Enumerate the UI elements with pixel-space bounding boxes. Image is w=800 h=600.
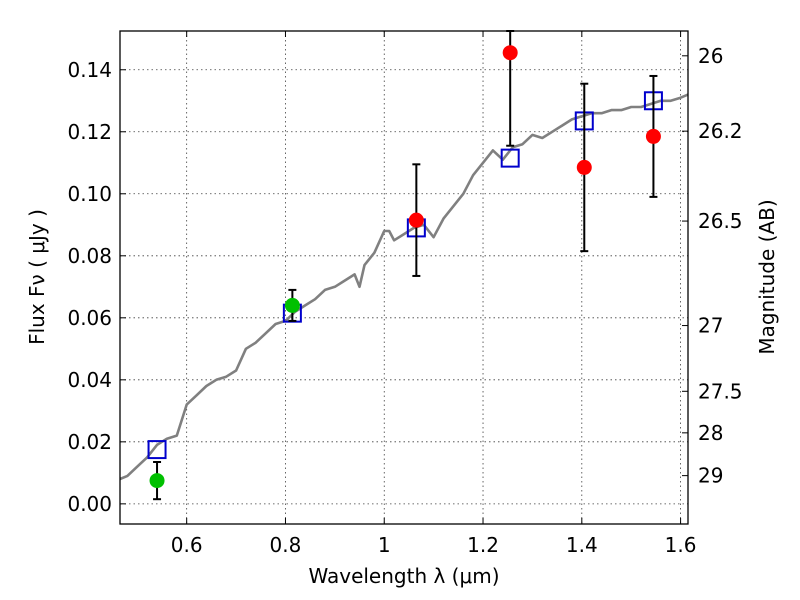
y-axis-label: Flux Fν ( μJy ) bbox=[25, 209, 49, 345]
mag-tick-label: 27.5 bbox=[698, 379, 743, 403]
y-tick-label: 0.02 bbox=[67, 430, 112, 454]
mag-tick-label: 26 bbox=[698, 44, 723, 68]
mag-tick-label: 29 bbox=[698, 464, 723, 488]
y-tick-label: 0.08 bbox=[67, 244, 112, 268]
x-tick-label: 1.2 bbox=[467, 533, 499, 557]
x-tick-label: 0.8 bbox=[270, 533, 302, 557]
observed-infrared-point bbox=[576, 159, 592, 175]
y-tick-label: 0.00 bbox=[67, 492, 112, 516]
grid-layer bbox=[120, 31, 688, 524]
observed-infrared-point bbox=[408, 212, 424, 228]
axis-layer: 0.6 0.8 1 1.2 1.4 1.6 0.00 0.02 0.04 0.06 0.08 0.10… bbox=[67, 31, 743, 557]
y-tick-label: 0.12 bbox=[67, 120, 112, 144]
y-tick-label: 0.10 bbox=[67, 182, 112, 206]
y-tick-label: 0.06 bbox=[67, 306, 112, 330]
y-tick-label: 0.04 bbox=[67, 368, 112, 392]
spectrum-line bbox=[119, 93, 689, 481]
model-square-marker bbox=[500, 148, 520, 168]
y2-axis-label: Magnitude (AB) bbox=[755, 199, 779, 354]
model-square-marker bbox=[147, 440, 167, 460]
marker-layer bbox=[147, 30, 663, 501]
x-tick-label: 1.4 bbox=[566, 533, 598, 557]
spectrum-layer bbox=[119, 93, 689, 481]
x-tick-label: 0.6 bbox=[171, 533, 203, 557]
x-tick-label: 1 bbox=[378, 533, 391, 557]
mag-tick-label: 26.5 bbox=[698, 209, 743, 233]
mag-tick-label: 28 bbox=[698, 421, 723, 445]
mag-tick-label: 27 bbox=[698, 314, 723, 338]
observed-optical-point bbox=[284, 297, 300, 313]
mag-tick-label: 26.2 bbox=[698, 119, 743, 143]
x-axis-label: Wavelength λ (μm) bbox=[308, 564, 499, 588]
plot-frame bbox=[119, 30, 689, 525]
observed-infrared-point bbox=[502, 45, 518, 61]
y-tick-label: 0.14 bbox=[67, 58, 112, 82]
observed-optical-point bbox=[149, 473, 165, 489]
observed-infrared-point bbox=[645, 128, 661, 144]
x-tick-label: 1.6 bbox=[665, 533, 697, 557]
